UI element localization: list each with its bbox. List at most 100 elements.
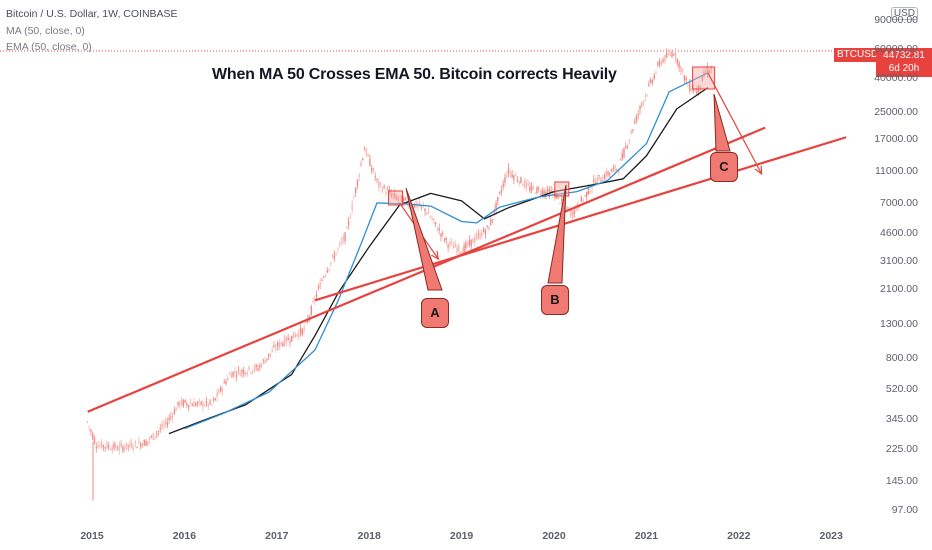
candle-body [632, 129, 634, 131]
candle-body [287, 338, 289, 341]
x-tick-label: 2022 [727, 530, 751, 542]
candle-body [331, 255, 334, 257]
candle-body [211, 403, 213, 405]
symbol-title[interactable]: Bitcoin / U.S. Dollar, 1W, COINBASE [6, 8, 178, 20]
candle-body [230, 373, 233, 378]
candle-body [625, 146, 627, 148]
ma-indicator-label[interactable]: MA (50, close, 0) [6, 25, 85, 37]
candle-body [376, 178, 378, 180]
candle-body [305, 321, 307, 323]
candle-body [283, 337, 286, 346]
candle-body [289, 341, 291, 343]
candle-body [365, 149, 368, 156]
y-tick-label: 17000.00 [874, 133, 918, 146]
candle-body [543, 190, 545, 195]
candle-body [461, 251, 464, 255]
last-price-tag: 44732.81 6d 20h [876, 48, 932, 77]
y-tick-label: 1300.00 [880, 317, 918, 330]
candle-body [179, 401, 181, 406]
candle-body [424, 208, 426, 212]
candle-body [255, 365, 257, 367]
y-tick-label: 2100.00 [880, 283, 918, 296]
candle-body [317, 287, 320, 289]
candle-body [157, 430, 160, 432]
candle-body [218, 390, 220, 394]
candle-body [456, 247, 458, 253]
candle-body [703, 71, 705, 76]
ema-indicator-label[interactable]: EMA (50, close, 0) [6, 41, 92, 53]
x-tick-label: 2020 [542, 530, 566, 542]
candle-body [470, 239, 472, 247]
candle-body [516, 180, 519, 182]
candle-body [367, 154, 369, 157]
candle-body [482, 228, 485, 233]
candle-body [360, 164, 362, 166]
candle-body [90, 429, 92, 432]
candle-body [648, 84, 650, 86]
candle-body [266, 358, 268, 360]
candle-body [171, 414, 174, 418]
candle-body [347, 220, 350, 225]
candle-body [207, 403, 209, 407]
y-tick-label: 40000.00 [874, 72, 918, 84]
candle-body [623, 148, 625, 158]
x-tick-label: 2017 [265, 530, 289, 542]
candle-body [434, 222, 437, 224]
candle-body [116, 449, 119, 451]
candle-body [390, 193, 392, 197]
bar-countdown: 6d 20h [888, 63, 920, 74]
candle-body [671, 52, 673, 57]
candle-body [104, 447, 106, 449]
candle-body [452, 246, 455, 249]
candle-body [257, 368, 259, 371]
candle-body [674, 51, 677, 59]
candle-body [641, 103, 643, 105]
callout-b: B [541, 285, 569, 315]
candle-body [449, 241, 451, 245]
candle-body [314, 298, 316, 302]
candle-body [99, 444, 101, 446]
candle-body [237, 368, 240, 370]
candle-body [690, 90, 693, 92]
ma-50-line [168, 87, 709, 435]
candle-body [301, 328, 304, 335]
candle-body [323, 276, 325, 278]
candle-body [507, 167, 510, 174]
candle-body [568, 207, 570, 209]
y-tick-label: 520.00 [885, 383, 918, 396]
candle-body [440, 233, 442, 237]
candle-body [488, 226, 490, 231]
y-tick-label: 90000.00 [874, 13, 918, 26]
x-tick-label: 2016 [172, 530, 197, 542]
candle-body [330, 262, 332, 264]
candle-body [685, 78, 687, 81]
candle-body [402, 198, 405, 205]
candle-body [333, 254, 336, 260]
candlesticks [86, 47, 712, 501]
candle-body [200, 401, 202, 405]
candle-body [335, 252, 337, 255]
candle-body [282, 343, 284, 347]
arrow-shaft [707, 72, 763, 175]
candle-body [578, 206, 581, 209]
candle-body [392, 193, 394, 195]
candle-body [246, 372, 249, 375]
currency-badge[interactable]: USD [890, 7, 918, 20]
candle-body [525, 181, 527, 188]
y-tick-label: 11000.00 [874, 164, 918, 177]
candle-body [649, 79, 652, 83]
candle-body [141, 444, 144, 447]
candle-body [413, 203, 416, 208]
candle-body [466, 242, 469, 246]
candle-body [465, 242, 467, 249]
candle-body [582, 199, 584, 201]
candle-body [676, 58, 679, 64]
candle-body [299, 327, 302, 334]
candle-body [219, 386, 222, 392]
candle-body [642, 100, 645, 104]
symbol-price-tag: BTCUSD [834, 48, 882, 62]
candle-body [662, 59, 664, 62]
candle-body [298, 332, 300, 337]
candle-body [445, 237, 448, 240]
